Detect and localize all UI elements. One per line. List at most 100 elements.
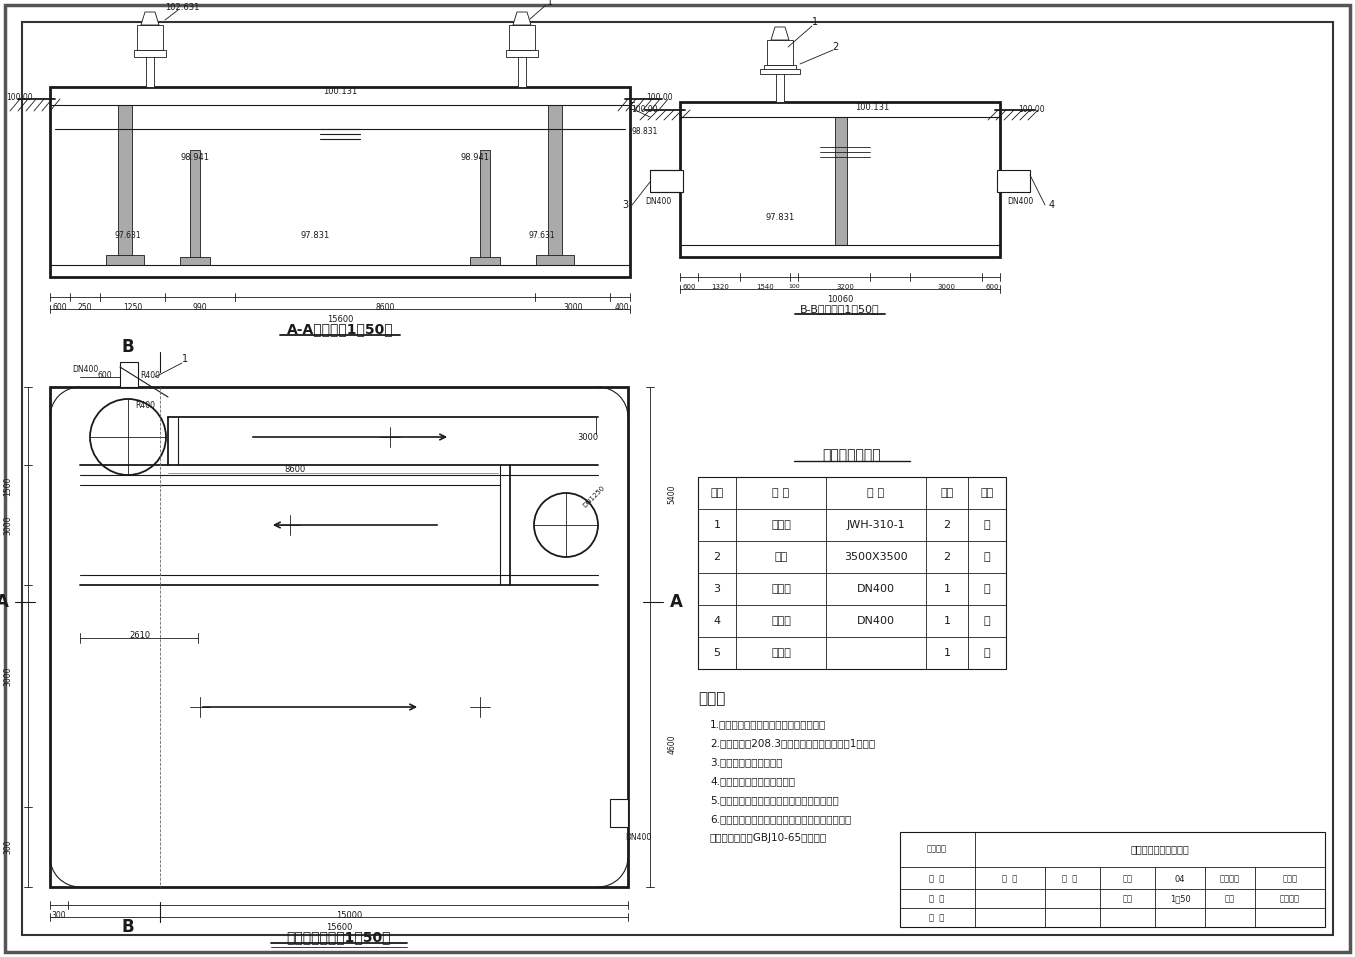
Text: 万友鹏: 万友鹏 bbox=[1282, 875, 1298, 883]
Text: 工及验收规范（GBJ10-65）进行。: 工及验收规范（GBJ10-65）进行。 bbox=[710, 833, 827, 843]
Text: 3000: 3000 bbox=[564, 302, 583, 311]
Text: 审  核: 审 核 bbox=[1062, 875, 1077, 883]
Bar bbox=[470, 257, 500, 265]
Bar bbox=[900, 832, 1325, 927]
Text: 3000: 3000 bbox=[938, 284, 955, 290]
Bar bbox=[106, 255, 144, 265]
Text: 102.631: 102.631 bbox=[165, 3, 199, 11]
Text: 2: 2 bbox=[832, 42, 839, 52]
Text: DN400: DN400 bbox=[625, 833, 652, 841]
Text: 个: 个 bbox=[984, 616, 991, 626]
Text: R400: R400 bbox=[140, 370, 160, 380]
Text: 97.831: 97.831 bbox=[766, 212, 794, 221]
Text: 1.图中单位高程以米计，其余以毫米计；: 1.图中单位高程以米计，其余以毫米计； bbox=[710, 719, 827, 729]
Text: A-A剑面图（1：50）: A-A剑面图（1：50） bbox=[287, 322, 393, 336]
Bar bbox=[190, 150, 201, 265]
Text: 3: 3 bbox=[622, 200, 629, 210]
Text: B: B bbox=[122, 338, 134, 356]
Text: 核  查: 核 查 bbox=[1003, 875, 1018, 883]
Text: R400: R400 bbox=[136, 400, 154, 410]
Text: 编号: 编号 bbox=[710, 488, 724, 498]
Text: 97.831: 97.831 bbox=[301, 231, 329, 239]
Text: 图纸编号: 图纸编号 bbox=[1220, 875, 1240, 883]
Text: 块: 块 bbox=[984, 552, 991, 562]
Text: 3000: 3000 bbox=[3, 515, 12, 535]
Text: 3: 3 bbox=[714, 584, 721, 594]
Text: DN400: DN400 bbox=[645, 197, 671, 207]
Text: 97.631: 97.631 bbox=[115, 231, 141, 239]
Polygon shape bbox=[141, 12, 159, 25]
Text: JWH-310-1: JWH-310-1 bbox=[847, 520, 905, 530]
Text: 审  定: 审 定 bbox=[930, 914, 944, 923]
Text: 04: 04 bbox=[1175, 875, 1186, 883]
Text: 1500: 1500 bbox=[3, 477, 12, 496]
Text: 600: 600 bbox=[98, 370, 112, 380]
Text: 搞拌机: 搞拌机 bbox=[771, 520, 791, 530]
Text: 工程名称: 工程名称 bbox=[927, 844, 947, 854]
Text: DN1250: DN1250 bbox=[581, 485, 606, 509]
Bar bbox=[146, 52, 154, 87]
Text: 4: 4 bbox=[714, 616, 721, 626]
Text: 说明：: 说明： bbox=[698, 692, 725, 706]
Text: 300: 300 bbox=[3, 839, 12, 855]
Text: 根: 根 bbox=[984, 648, 991, 658]
Text: 1: 1 bbox=[547, 0, 553, 7]
Text: B-B剑面图（1：50）: B-B剑面图（1：50） bbox=[801, 304, 879, 314]
Bar bbox=[121, 362, 138, 387]
Text: 3000: 3000 bbox=[577, 433, 598, 441]
Text: 100.131: 100.131 bbox=[322, 87, 358, 97]
Text: A: A bbox=[0, 593, 8, 611]
Text: 日期: 日期 bbox=[1225, 895, 1234, 903]
Text: A: A bbox=[669, 593, 683, 611]
Text: 1: 1 bbox=[943, 584, 950, 594]
Text: 台: 台 bbox=[984, 520, 991, 530]
Text: 规 格: 规 格 bbox=[867, 488, 885, 498]
Bar bbox=[134, 50, 167, 57]
Text: 接触池平面图（1：50）: 接触池平面图（1：50） bbox=[287, 930, 392, 944]
Text: 1: 1 bbox=[182, 354, 188, 364]
Text: 1：50: 1：50 bbox=[1169, 895, 1191, 903]
Text: 5: 5 bbox=[629, 102, 635, 112]
Text: 100: 100 bbox=[789, 284, 799, 290]
Text: 进水管: 进水管 bbox=[771, 584, 791, 594]
Bar bbox=[764, 65, 795, 72]
Text: 100.00: 100.00 bbox=[1019, 105, 1045, 115]
Bar bbox=[518, 52, 526, 87]
Text: 制  图: 制 图 bbox=[930, 895, 944, 903]
Text: 250: 250 bbox=[77, 302, 92, 311]
Text: 设  计: 设 计 bbox=[930, 875, 944, 883]
Text: 400: 400 bbox=[615, 302, 629, 311]
Text: 98.941: 98.941 bbox=[180, 152, 210, 162]
Text: 8600: 8600 bbox=[285, 465, 306, 475]
Text: 100.00: 100.00 bbox=[7, 93, 34, 101]
Bar bbox=[610, 799, 627, 827]
Bar bbox=[680, 102, 1000, 257]
Text: 主要设备材料表: 主要设备材料表 bbox=[822, 448, 881, 462]
Text: 98.941: 98.941 bbox=[461, 152, 489, 162]
Text: B: B bbox=[122, 918, 134, 936]
Bar bbox=[650, 170, 683, 192]
Bar bbox=[776, 67, 785, 102]
Text: 5400: 5400 bbox=[668, 485, 676, 504]
Bar bbox=[505, 50, 538, 57]
Text: 4600: 4600 bbox=[668, 735, 676, 754]
Text: 990: 990 bbox=[192, 302, 207, 311]
Text: 单位: 单位 bbox=[981, 488, 993, 498]
Text: 100.00: 100.00 bbox=[646, 93, 673, 101]
Text: 10060: 10060 bbox=[827, 295, 854, 303]
Text: 华亦设计: 华亦设计 bbox=[1280, 895, 1299, 903]
Text: 15600: 15600 bbox=[327, 315, 354, 323]
Bar bbox=[480, 150, 491, 265]
Text: 15000: 15000 bbox=[336, 910, 362, 920]
Text: 1320: 1320 bbox=[711, 284, 729, 290]
Text: 4: 4 bbox=[1049, 200, 1056, 210]
Bar bbox=[50, 387, 627, 887]
Bar bbox=[180, 257, 210, 265]
Bar bbox=[997, 170, 1030, 192]
Text: 出水管: 出水管 bbox=[771, 616, 791, 626]
Text: DN400: DN400 bbox=[856, 616, 896, 626]
Text: 4.池体的材料是钉筋混凝土；: 4.池体的材料是钉筋混凝土； bbox=[710, 776, 795, 786]
Text: 98.831: 98.831 bbox=[631, 127, 659, 137]
Text: 600: 600 bbox=[985, 284, 999, 290]
Text: 根: 根 bbox=[984, 584, 991, 594]
